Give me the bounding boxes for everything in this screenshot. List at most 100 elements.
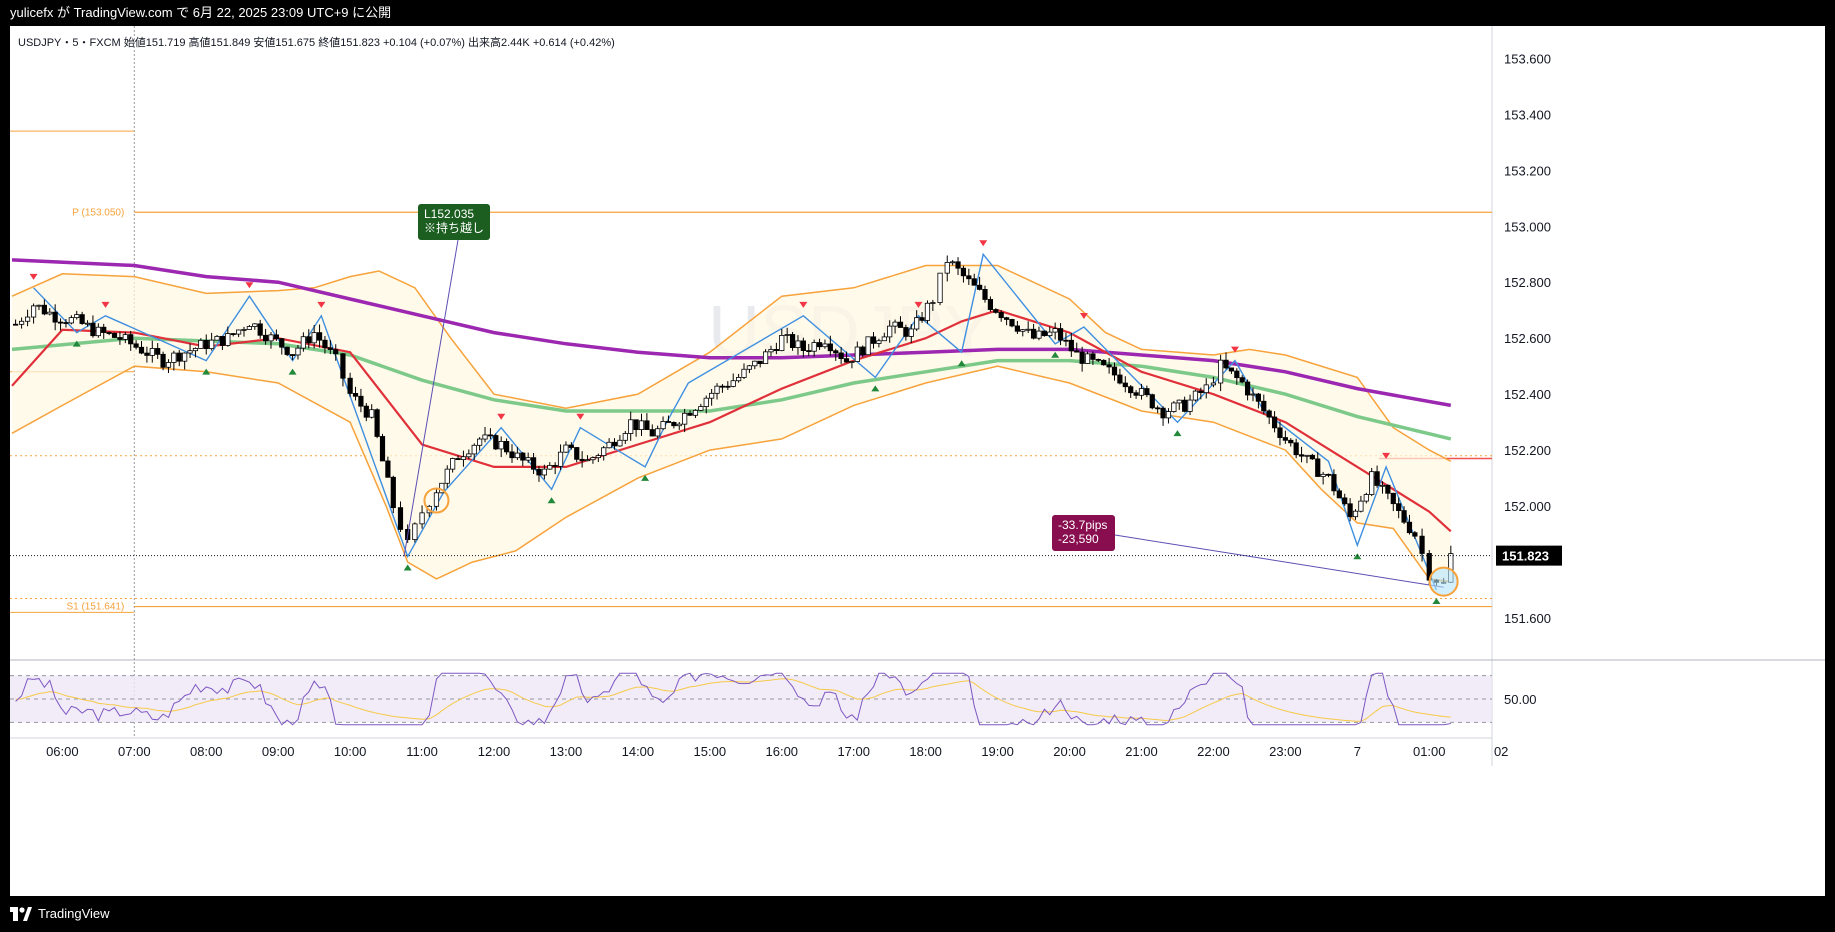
candle-up	[1025, 328, 1031, 331]
candle-down	[1090, 353, 1096, 360]
candle-down	[1401, 510, 1407, 523]
candle-up	[1352, 510, 1359, 518]
candle-up	[881, 336, 887, 342]
candle-up	[887, 325, 893, 338]
candle-up	[746, 365, 753, 370]
candle-down	[493, 435, 499, 450]
rsi-tick-label: 50.00	[1504, 692, 1537, 707]
candle-up	[1187, 399, 1193, 412]
candle-up	[784, 334, 790, 336]
candle-down	[79, 314, 85, 324]
candle-down	[1347, 503, 1353, 518]
candle-up	[122, 334, 128, 340]
candle-up	[311, 332, 317, 344]
candle-up	[171, 352, 177, 363]
candle-up	[1210, 382, 1217, 386]
candle-up	[768, 349, 774, 353]
candle-down	[327, 347, 333, 350]
candle-up	[736, 377, 742, 382]
candle-down	[1325, 473, 1332, 476]
candle-down	[374, 409, 380, 437]
x-tick-label: 12:00	[478, 744, 511, 759]
candle-down	[719, 385, 726, 388]
candle-up	[692, 409, 699, 416]
candle-up	[498, 441, 504, 450]
candle-down	[133, 343, 139, 348]
candle-up	[419, 512, 425, 525]
candle-up	[595, 455, 601, 459]
candle-down	[611, 441, 618, 447]
candle-up	[18, 320, 25, 325]
candle-down	[530, 457, 537, 470]
swing-high-marker	[979, 240, 988, 247]
candle-up	[187, 350, 193, 354]
candle-up	[541, 468, 547, 476]
candle-down	[1063, 339, 1069, 342]
candle-up	[246, 326, 253, 330]
candle-down	[1128, 386, 1134, 394]
swing-high-marker	[317, 301, 326, 308]
rsi-line	[15, 672, 1451, 726]
candle-up	[854, 346, 860, 362]
candle-down	[1419, 535, 1425, 554]
candle-down	[1111, 366, 1118, 376]
candle-down	[1014, 325, 1020, 332]
candle-down	[1309, 454, 1315, 460]
candle-down	[262, 334, 269, 342]
candle-down	[347, 377, 353, 394]
candle-down	[1342, 497, 1348, 505]
candle-down	[971, 278, 977, 286]
candle-down	[579, 458, 585, 462]
note-line: L152.035	[424, 207, 474, 221]
candle-down	[1271, 416, 1278, 429]
ema-fast-line	[11, 309, 1452, 533]
x-tick-label: 20:00	[1053, 744, 1086, 759]
x-tick-label: 7	[1354, 744, 1361, 759]
footer-brand: TradingView	[38, 906, 110, 921]
price-chart[interactable]: USDJPY P (153.050)S1 (151.641) L152.035※…	[10, 26, 1825, 896]
trade-notes: L152.035※持ち越し -33.7pips-23,590	[403, 204, 1459, 597]
candle-up	[225, 333, 231, 346]
note-connector	[403, 239, 459, 557]
candle-up	[47, 311, 53, 315]
swing-high-marker	[1079, 313, 1088, 320]
candle-up	[471, 444, 477, 455]
candle-down	[1228, 367, 1235, 372]
candle-up	[482, 434, 488, 440]
note-box	[1052, 515, 1115, 551]
note-line: -33.7pips	[1058, 518, 1107, 532]
swing-low-marker	[403, 564, 412, 571]
swing-high-marker	[101, 301, 110, 308]
candle-down	[1374, 471, 1380, 486]
candle-down	[306, 336, 312, 344]
x-tick-label: 10:00	[334, 744, 367, 759]
chart-frame[interactable]: USDJPY P (153.050)S1 (151.641) L152.035※…	[10, 26, 1825, 896]
candle-down	[284, 346, 290, 355]
swing-low-marker	[1173, 430, 1182, 437]
candle-down	[1057, 328, 1064, 341]
candle-down	[1406, 521, 1413, 534]
candle-up	[182, 352, 188, 362]
y-tick-label: 152.400	[1504, 387, 1551, 402]
candle-up	[752, 360, 758, 367]
x-tick-label: 06:00	[46, 744, 79, 759]
y-tick-label: 153.400	[1504, 107, 1551, 122]
candle-up	[563, 444, 569, 453]
candle-up	[590, 457, 596, 461]
candle-up	[849, 361, 855, 363]
candle-up	[460, 456, 467, 461]
candle-down	[455, 458, 461, 461]
candle-down	[903, 327, 909, 337]
candle-down	[806, 350, 812, 352]
candle-up	[709, 392, 715, 399]
candle-down	[1079, 351, 1085, 364]
candle-down	[1396, 503, 1402, 511]
candle-down	[838, 352, 844, 360]
candle-down	[257, 323, 263, 336]
candle-down	[773, 349, 779, 351]
candle-down	[333, 349, 339, 355]
candle-down	[671, 422, 677, 427]
swing-high-marker	[576, 413, 585, 420]
candle-down	[1160, 407, 1166, 419]
candle-down	[1223, 359, 1229, 369]
